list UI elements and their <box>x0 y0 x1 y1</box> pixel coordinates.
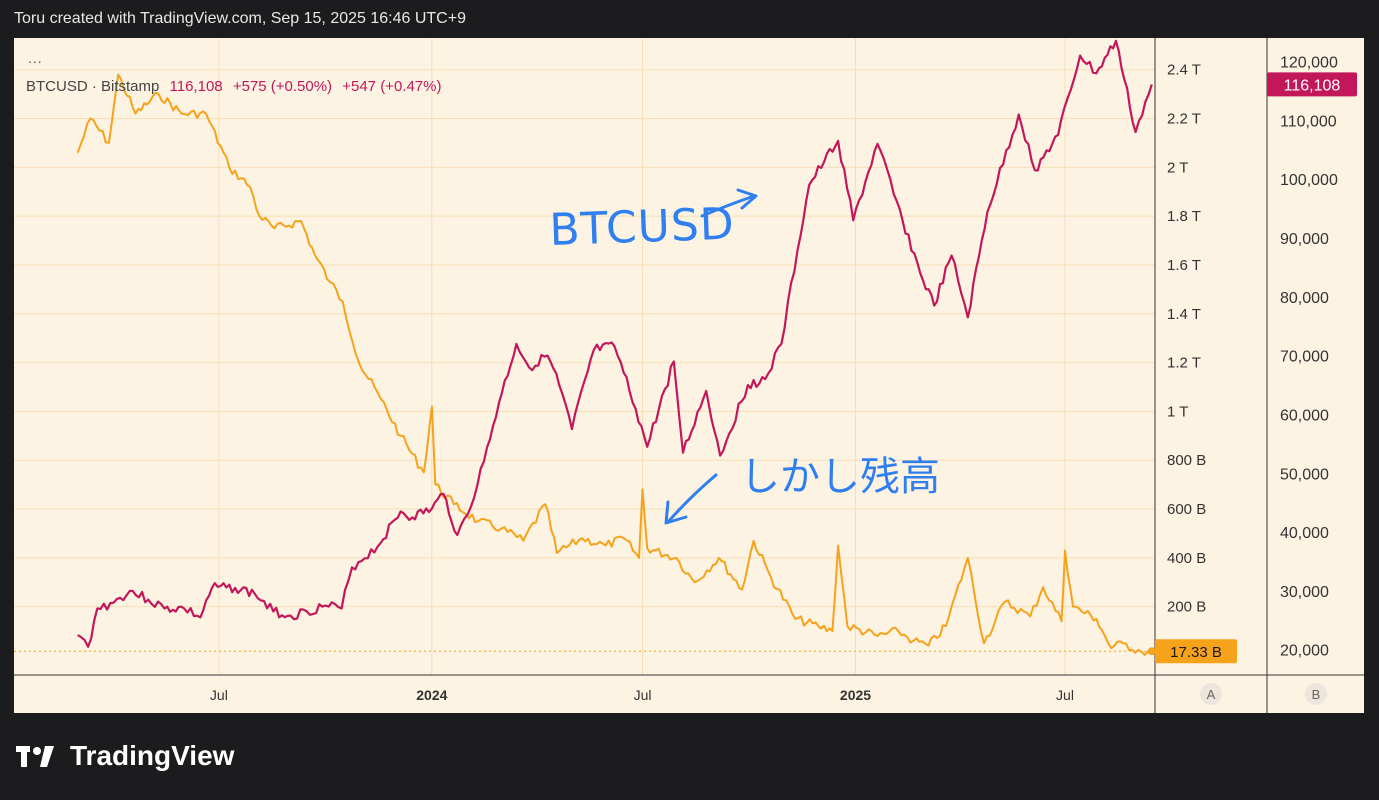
x-axis-ticks: Jul 2024 Jul 2025 Jul <box>210 687 1074 703</box>
tradingview-logo[interactable]: TradingView <box>16 740 234 772</box>
right-axis-tick-label: 70,000 <box>1280 349 1329 366</box>
legend-change-2: +547 (+0.47%) <box>342 78 442 95</box>
legend-row: BTCUSD · Bitstamp 116,108 +575 (+0.50%) … <box>26 78 441 95</box>
legend-last-value: 116,108 <box>169 78 223 95</box>
right-axis-tick-label: 30,000 <box>1280 584 1329 601</box>
x-tick-label: 2024 <box>416 687 447 703</box>
axis-name-badge-1[interactable] <box>1305 683 1327 705</box>
left-axis-tick-label: 200 B <box>1167 599 1206 616</box>
left-axis-tick-label: 1.6 T <box>1167 257 1201 274</box>
left-axis-ticks: 2.4 T 2.2 T 2 T 1.8 T 1.6 T 1.4 T 1.2 T 1 T 800 … <box>1167 62 1206 616</box>
left-axis-tick-label: 2.4 T <box>1167 62 1201 79</box>
annotation-arrow-head-1 <box>736 188 758 210</box>
left-last-value-badge <box>1155 639 1237 664</box>
legend-change-1: +575 (+0.50%) <box>232 78 333 95</box>
series-lines <box>76 39 1153 656</box>
annotation-arrow-1 <box>700 194 756 218</box>
chart-frame <box>14 38 1364 713</box>
right-axis-tick-label: 90,000 <box>1280 231 1329 248</box>
right-axis-tick-label: 110,000 <box>1280 113 1337 130</box>
right-axis-tick-label: 80,000 <box>1280 290 1329 307</box>
last-value-dot <box>1147 647 1156 656</box>
right-last-value-label: 116,108 <box>1284 77 1341 94</box>
annotation-jp-text: しかし残高 <box>740 454 940 500</box>
legend-menu-dots[interactable]: ... <box>28 50 43 66</box>
right-axis-tick-label: 120,000 <box>1280 55 1338 72</box>
right-axis-ticks: 120,000 110,000 100,000 90,000 80,000 70,000 6… <box>1280 55 1338 660</box>
left-axis-tick-label: 2 T <box>1167 159 1188 176</box>
x-tick-label: Jul <box>634 687 652 703</box>
right-axis-tick-label: 50,000 <box>1280 466 1329 483</box>
axis-name-label: A <box>1207 687 1216 702</box>
left-axis-tick-label: 600 B <box>1167 501 1206 518</box>
left-axis-tick-label: 400 B <box>1167 550 1206 567</box>
annotation-btcusd-text: BTCUSD <box>549 199 736 256</box>
right-last-value-badge <box>1267 72 1357 97</box>
left-axis-tick-label: 1.2 T <box>1167 355 1201 372</box>
tradingview-logo-icon <box>16 743 62 769</box>
axis-name-label: B <box>1312 687 1321 702</box>
left-axis-tick-label: 1.4 T <box>1167 306 1201 323</box>
left-axis-tick-label: 2.2 T <box>1167 111 1201 128</box>
left-axis-tick-label: 800 B <box>1167 452 1206 469</box>
tradingview-brand: TradingView <box>70 740 235 771</box>
annotation-arrow-head-2 <box>664 500 688 525</box>
x-tick-label: Jul <box>210 687 228 703</box>
chart-extras: A B 17.33 B 116,108 BTCUSD しかし残高 <box>14 38 1364 713</box>
x-tick-label: Jul <box>1056 687 1074 703</box>
right-axis-tick-label: 40,000 <box>1280 525 1329 542</box>
left-last-value-label: 17.33 B <box>1170 644 1222 661</box>
chart-header: Toru created with TradingView.com, Sep 1… <box>14 10 466 27</box>
axis-name-badge-0[interactable] <box>1200 683 1222 705</box>
right-axis-tick-label: 20,000 <box>1280 643 1329 660</box>
annotation-arrow-2 <box>666 473 718 524</box>
series-line-balance[interactable] <box>76 73 1152 656</box>
x-tick-label: 2025 <box>840 687 871 703</box>
right-axis-tick-label: 60,000 <box>1280 407 1329 424</box>
left-axis-tick-label: 1 T <box>1167 403 1188 420</box>
left-axis-tick-label: 1.8 T <box>1167 208 1201 225</box>
right-axis-tick-label: 100,000 <box>1280 172 1338 189</box>
legend-symbol[interactable]: BTCUSD · Bitstamp <box>26 78 160 95</box>
series-line-btcusd[interactable] <box>77 39 1153 648</box>
grid-lines <box>14 38 1155 675</box>
